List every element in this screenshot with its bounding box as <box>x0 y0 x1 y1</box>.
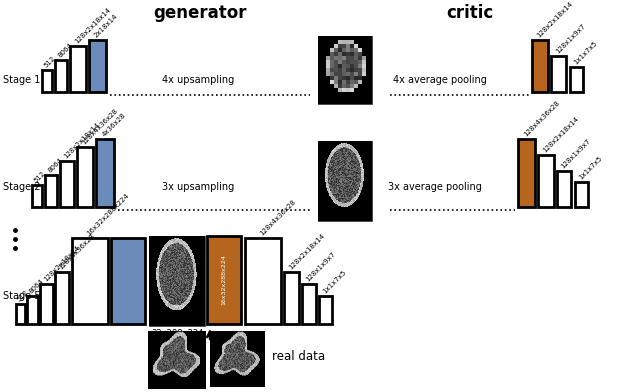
Bar <box>16 304 25 324</box>
Text: 2x18x14: 2x18x14 <box>93 13 119 39</box>
Bar <box>532 40 548 92</box>
Text: 128x2x18x14: 128x2x18x14 <box>63 122 101 160</box>
Bar <box>538 155 554 207</box>
Bar <box>96 139 114 207</box>
Bar <box>518 139 535 207</box>
Text: 128x4x36x28: 128x4x36x28 <box>58 233 96 271</box>
Bar <box>245 238 281 324</box>
Text: critic: critic <box>446 4 493 22</box>
Text: 3x average pooling: 3x average pooling <box>388 182 482 192</box>
Text: 128x1x9x7: 128x1x9x7 <box>305 251 337 283</box>
Text: 32x288x224: 32x288x224 <box>151 329 203 338</box>
Bar <box>149 236 205 326</box>
Text: 1x1x7x5: 1x1x7x5 <box>321 269 347 295</box>
Text: Stage 5: Stage 5 <box>3 291 40 301</box>
Text: 128x4x36x28: 128x4x36x28 <box>522 100 561 138</box>
Text: 512: 512 <box>43 55 56 69</box>
Text: Stage 1: Stage 1 <box>3 75 40 85</box>
Bar <box>42 70 52 92</box>
Text: 8064: 8064 <box>47 157 63 174</box>
Text: Stage 2: Stage 2 <box>3 182 40 192</box>
Text: real data: real data <box>272 350 325 363</box>
Bar <box>302 284 316 324</box>
Text: generator: generator <box>153 4 247 22</box>
Text: 4x upsampling: 4x upsampling <box>162 75 234 85</box>
Text: 1x1x7x5: 1x1x7x5 <box>577 155 603 181</box>
Bar <box>70 46 86 92</box>
Bar <box>318 36 372 104</box>
Text: 16x32x288x224: 16x32x288x224 <box>86 192 130 237</box>
Text: 16x32x288x224: 16x32x288x224 <box>221 255 227 305</box>
Text: 128x2x18x14: 128x2x18x14 <box>74 7 112 45</box>
Bar <box>72 238 108 324</box>
Text: 512: 512 <box>16 289 30 303</box>
Bar <box>284 272 299 324</box>
Bar <box>575 182 588 207</box>
Bar <box>55 272 69 324</box>
Text: 128x2x18x14: 128x2x18x14 <box>536 1 574 39</box>
Text: 128x2x18x14: 128x2x18x14 <box>42 245 81 283</box>
Bar <box>27 296 38 324</box>
Text: 512: 512 <box>33 171 46 184</box>
Bar <box>551 56 566 92</box>
Text: 8064: 8064 <box>28 278 45 295</box>
Text: 128x1x9x7: 128x1x9x7 <box>560 138 592 170</box>
Bar <box>207 236 241 324</box>
Bar <box>570 67 583 92</box>
Bar <box>40 284 53 324</box>
Text: 3x upsampling: 3x upsampling <box>162 182 234 192</box>
Text: 1x1x7x5: 1x1x7x5 <box>572 40 598 66</box>
Text: 128x2x18x14: 128x2x18x14 <box>287 233 326 271</box>
Text: 128x4x36x28: 128x4x36x28 <box>259 199 297 237</box>
Bar <box>32 185 42 207</box>
Bar <box>319 296 332 324</box>
Bar <box>557 171 571 207</box>
Bar <box>60 161 74 207</box>
Text: 128x4x36x28: 128x4x36x28 <box>81 108 119 146</box>
Bar <box>55 60 67 92</box>
Text: 128x1x9x7: 128x1x9x7 <box>554 23 586 55</box>
Text: 8064: 8064 <box>57 42 74 59</box>
Bar <box>77 147 93 207</box>
Bar <box>318 141 372 221</box>
Text: 128x2x18x14: 128x2x18x14 <box>541 116 580 154</box>
Text: 4x36x28: 4x36x28 <box>100 112 127 138</box>
Text: 4x average pooling: 4x average pooling <box>393 75 487 85</box>
Bar <box>89 40 106 92</box>
Bar <box>111 238 145 324</box>
Bar <box>45 175 57 207</box>
